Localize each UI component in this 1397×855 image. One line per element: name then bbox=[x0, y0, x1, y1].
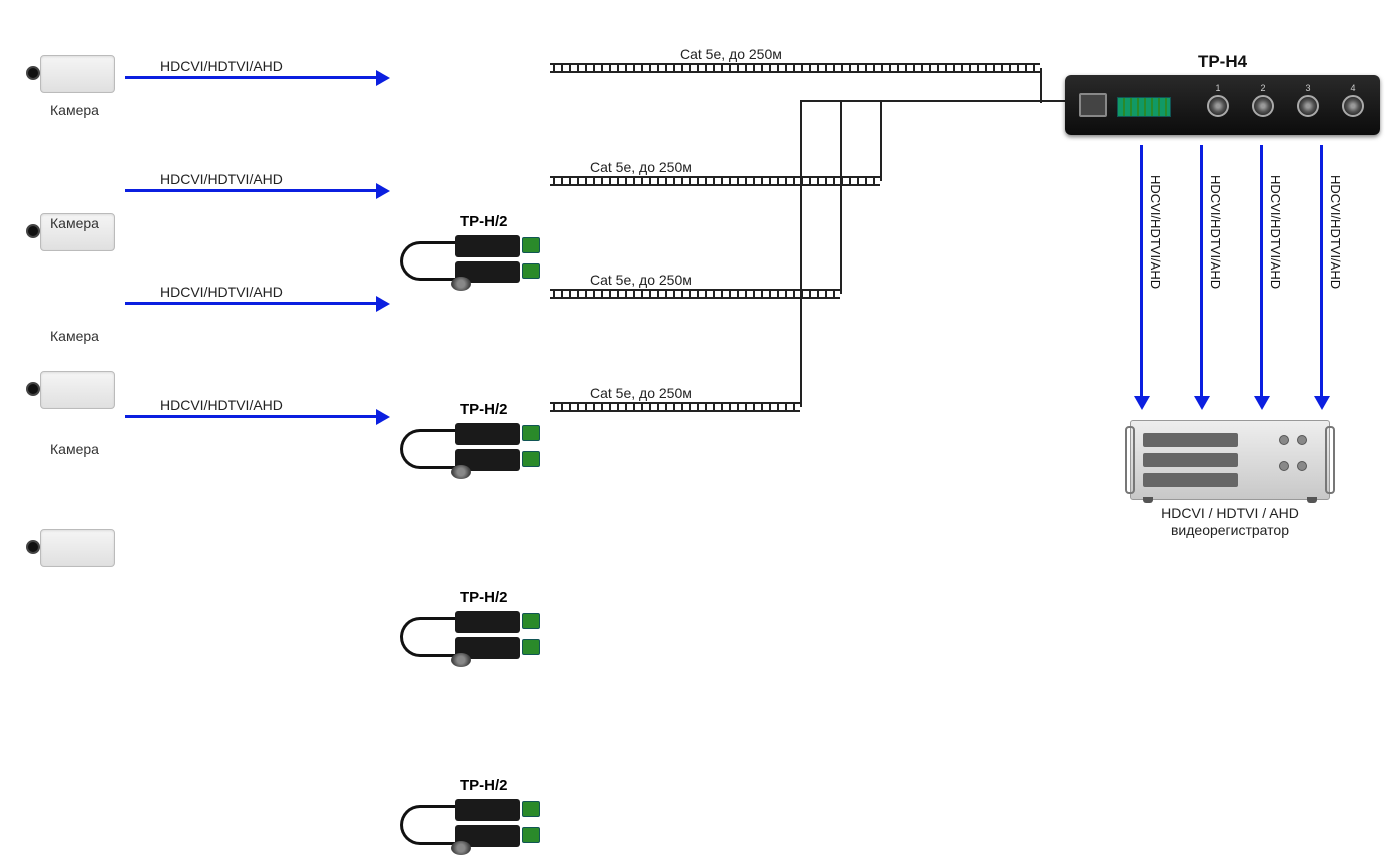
balun-label-4: TP-H/2 bbox=[460, 777, 508, 794]
bnc-port-4-icon bbox=[1342, 95, 1364, 117]
terminal-block-icon bbox=[1117, 97, 1171, 117]
port-num-1: 1 bbox=[1207, 83, 1229, 93]
balun-3: TP-H/2 bbox=[405, 591, 545, 666]
camera-arrow-label-2: HDCVI/HDTVI/AHD bbox=[160, 171, 283, 187]
receiver-device: 1 2 3 4 bbox=[1065, 75, 1380, 135]
camera-label-3: Камера bbox=[32, 328, 117, 344]
port-num-4: 4 bbox=[1342, 83, 1364, 93]
cat5e-label-4: Cat 5e, до 250м bbox=[590, 385, 692, 401]
riser-4 bbox=[800, 100, 802, 407]
twisted-pair-3 bbox=[550, 289, 840, 299]
camera-label-2: Камера bbox=[32, 215, 117, 231]
twisted-pair-2 bbox=[550, 176, 880, 186]
twisted-pair-4 bbox=[550, 402, 800, 412]
output-arrow-label-1: HDCVI/HDTVI/AHD bbox=[1148, 175, 1163, 289]
twisted-pair-1 bbox=[550, 63, 1040, 73]
camera-arrow-1 bbox=[125, 76, 380, 79]
port-num-3: 3 bbox=[1297, 83, 1319, 93]
riser-3 bbox=[840, 100, 842, 294]
output-arrow-label-4: HDCVI/HDTVI/AHD bbox=[1328, 175, 1343, 289]
recorder-device bbox=[1130, 420, 1330, 500]
riser-4-top bbox=[800, 100, 1065, 102]
camera-arrow-3 bbox=[125, 302, 380, 305]
camera-4 bbox=[30, 529, 115, 574]
balun-1: TP-H/2 bbox=[405, 215, 545, 290]
balun-label-2: TP-H/2 bbox=[460, 401, 508, 418]
balun-2: TP-H/2 bbox=[405, 403, 545, 478]
port-num-2: 2 bbox=[1252, 83, 1274, 93]
bnc-port-3-icon bbox=[1297, 95, 1319, 117]
camera-arrow-2 bbox=[125, 189, 380, 192]
balun-label-1: TP-H/2 bbox=[460, 213, 508, 230]
camera-arrow-label-3: HDCVI/HDTVI/AHD bbox=[160, 284, 283, 300]
output-arrow-label-3: HDCVI/HDTVI/AHD bbox=[1268, 175, 1283, 289]
recorder-label-line1: HDCVI / HDTVI / AHD bbox=[1120, 505, 1340, 521]
output-arrow-1 bbox=[1140, 145, 1143, 400]
camera-arrow-label-4: HDCVI/HDTVI/AHD bbox=[160, 397, 283, 413]
cat5e-label-3: Cat 5e, до 250м bbox=[590, 272, 692, 288]
camera-3 bbox=[30, 371, 115, 416]
output-arrow-2 bbox=[1200, 145, 1203, 400]
camera-label-4: Камера bbox=[32, 441, 117, 457]
bnc-port-2-icon bbox=[1252, 95, 1274, 117]
output-arrow-4 bbox=[1320, 145, 1323, 400]
camera-1 bbox=[30, 55, 115, 100]
receiver-title: TP-H4 bbox=[1065, 52, 1380, 72]
camera-arrow-4 bbox=[125, 415, 380, 418]
riser-1 bbox=[1040, 68, 1042, 103]
recorder-label-line2: видеорегистратор bbox=[1120, 522, 1340, 538]
cat5e-label-2: Cat 5e, до 250м bbox=[590, 159, 692, 175]
riser-2 bbox=[880, 100, 882, 181]
bnc-port-1-icon bbox=[1207, 95, 1229, 117]
rj45-port-icon bbox=[1079, 93, 1107, 117]
balun-label-3: TP-H/2 bbox=[460, 589, 508, 606]
cat5e-label-1: Cat 5e, до 250м bbox=[680, 46, 782, 62]
balun-4: TP-H/2 bbox=[405, 779, 545, 854]
camera-arrow-label-1: HDCVI/HDTVI/AHD bbox=[160, 58, 283, 74]
camera-label-1: Камера bbox=[32, 102, 117, 118]
output-arrow-3 bbox=[1260, 145, 1263, 400]
output-arrow-label-2: HDCVI/HDTVI/AHD bbox=[1208, 175, 1223, 289]
